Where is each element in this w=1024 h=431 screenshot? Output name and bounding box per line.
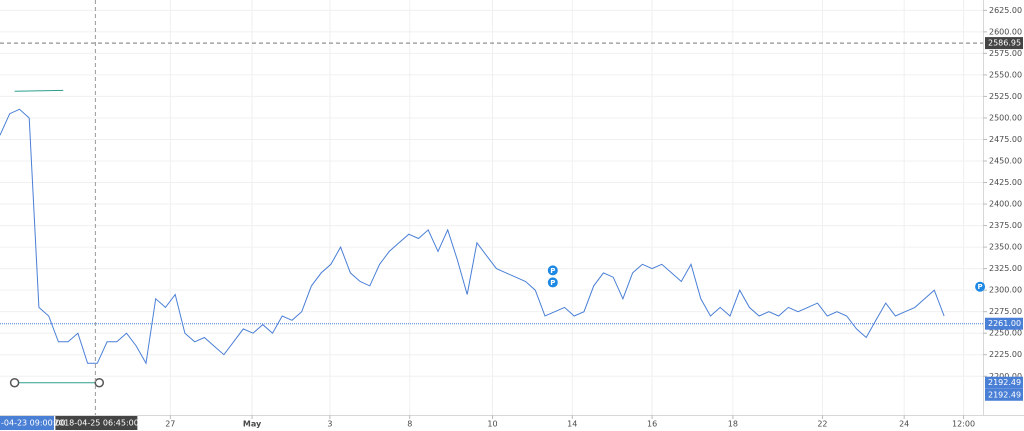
x-tick-label: 27 bbox=[165, 420, 175, 429]
price-label-box bbox=[985, 388, 1023, 401]
y-tick-label: 2250.00 bbox=[989, 329, 1022, 338]
price-label: 2586.95 bbox=[988, 39, 1021, 48]
x-tick-label: 14 bbox=[567, 420, 577, 429]
y-tick-label: 2575.00 bbox=[989, 49, 1022, 58]
y-tick-label: 2375.00 bbox=[989, 221, 1022, 230]
y-tick-label: 2525.00 bbox=[989, 92, 1022, 101]
price-label-box bbox=[985, 317, 1023, 330]
price-label-box bbox=[985, 37, 1023, 50]
y-tick-label: 2500.00 bbox=[989, 113, 1022, 122]
event-marker-label: P bbox=[550, 279, 555, 287]
x-tick-label: 10 bbox=[487, 420, 497, 429]
crosshair-time-box bbox=[55, 416, 138, 430]
y-tick-label: 2425.00 bbox=[989, 178, 1022, 187]
y-tick-label: 2275.00 bbox=[989, 307, 1022, 316]
y-tick-label: 2625.00 bbox=[989, 6, 1022, 15]
event-marker-label: P bbox=[550, 267, 555, 275]
event-marker bbox=[547, 277, 558, 288]
x-tick-label: 16 bbox=[647, 420, 657, 429]
left-time-box bbox=[0, 416, 54, 430]
x-tick-label: 24 bbox=[899, 420, 909, 429]
event-marker bbox=[547, 265, 558, 276]
drawing-handle bbox=[9, 377, 20, 388]
y-tick-label: 2450.00 bbox=[989, 157, 1022, 166]
x-tick-label: 18 bbox=[728, 420, 738, 429]
drawing-handle bbox=[94, 377, 105, 388]
x-tick-label: 3 bbox=[327, 420, 332, 429]
x-tick-label: 8 bbox=[407, 420, 412, 429]
y-tick-label: 2225.00 bbox=[989, 350, 1022, 359]
price-line-series bbox=[0, 108, 945, 365]
y-tick-label: 2300.00 bbox=[989, 286, 1022, 295]
x-tick-label: May bbox=[243, 420, 262, 429]
price-label: 2261.00 bbox=[988, 319, 1021, 328]
crosshair-time-label: 2018-04-25 06:45:00 bbox=[54, 419, 139, 428]
y-tick-label: 2600.00 bbox=[989, 27, 1022, 36]
event-marker bbox=[975, 281, 986, 292]
price-label: 2192.49 bbox=[988, 390, 1021, 399]
price-label-box bbox=[985, 376, 1023, 389]
drawing-trend bbox=[14, 89, 64, 92]
x-tick-label: 22 bbox=[817, 420, 827, 429]
y-tick-label: 2200.00 bbox=[989, 372, 1022, 381]
y-tick-label: 2400.00 bbox=[989, 200, 1022, 209]
y-tick-label: 2475.00 bbox=[989, 135, 1022, 144]
left-time-label: -04-23 09:00:00 bbox=[1, 419, 66, 428]
event-marker-label: P bbox=[978, 283, 983, 291]
x-tick-label: 12:00 bbox=[952, 420, 975, 429]
y-tick-label: 2350.00 bbox=[989, 243, 1022, 252]
y-tick-label: 2325.00 bbox=[989, 264, 1022, 273]
price-label: 2192.49 bbox=[988, 378, 1021, 387]
y-tick-label: 2550.00 bbox=[989, 70, 1022, 79]
